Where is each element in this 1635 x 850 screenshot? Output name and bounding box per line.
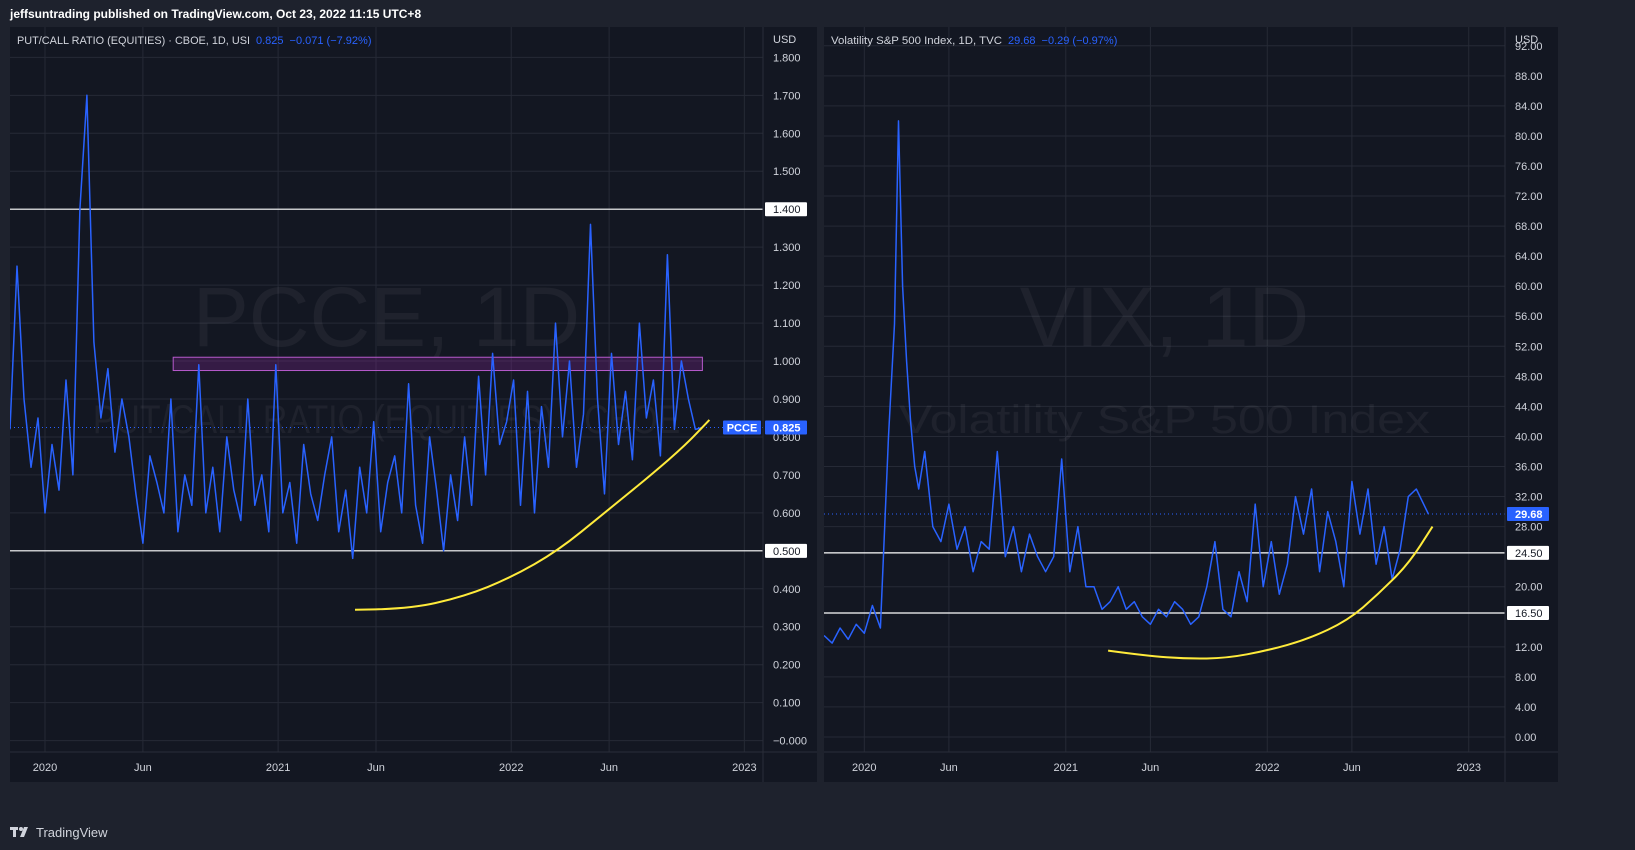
y-tick-label: −0.000 — [773, 736, 807, 748]
y-tick-label: 64.00 — [1515, 251, 1543, 263]
currency-label: USD — [773, 34, 796, 46]
x-tick-label: 2023 — [732, 762, 756, 774]
chart-legend[interactable]: PUT/CALL RATIO (EQUITIES) · CBOE, 1D, US… — [17, 35, 371, 47]
y-tick-label: 88.00 — [1515, 71, 1543, 83]
trend-curve — [1107, 526, 1434, 660]
x-tick-label: 2020 — [852, 762, 876, 774]
legend-last-value: 0.825 — [256, 35, 284, 47]
y-tick-label: 48.00 — [1515, 371, 1543, 383]
y-tick-label: 0.100 — [773, 698, 801, 710]
watermark-name: PUT/CALL RATIO (EQUITIES) · CBOE — [93, 398, 680, 442]
y-tick-label: 1.700 — [773, 90, 801, 102]
y-tick-label: 1.200 — [773, 280, 801, 292]
y-tick-label: 36.00 — [1515, 462, 1543, 474]
y-tick-label: 0.200 — [773, 660, 801, 672]
y-tick-label: 40.00 — [1515, 431, 1543, 443]
symbol-tag-label: PCCE — [727, 422, 758, 434]
y-tick-label: 1.100 — [773, 318, 801, 330]
x-tick-label: Jun — [367, 762, 385, 774]
chart-background — [10, 27, 817, 782]
y-tick-label: 0.700 — [773, 470, 801, 482]
y-tick-label: 20.00 — [1515, 582, 1543, 594]
price-scale — [1505, 27, 1558, 782]
legend-change: −0.071 (−7.92%) — [290, 35, 372, 47]
y-tick-label: 84.00 — [1515, 101, 1543, 113]
tradingview-brand[interactable]: TradingView — [10, 822, 108, 842]
y-tick-label: 68.00 — [1515, 221, 1543, 233]
publisher-header: jeffsuntrading published on TradingView.… — [10, 7, 422, 21]
legend-change: −0.29 (−0.97%) — [1042, 35, 1118, 47]
y-tick-label: 1.500 — [773, 166, 801, 178]
x-tick-label: Jun — [1142, 762, 1160, 774]
y-tick-label: 0.800 — [773, 432, 801, 444]
y-tick-label: 4.00 — [1515, 702, 1536, 714]
x-tick-label: 2020 — [33, 762, 57, 774]
y-tick-label: 0.900 — [773, 394, 801, 406]
x-tick-label: 2022 — [1255, 762, 1279, 774]
price-scale — [763, 27, 817, 782]
y-tick-label: 1.000 — [773, 356, 801, 368]
last-price-tag — [765, 420, 807, 435]
last-price-tag — [1507, 506, 1549, 521]
y-tick-label: 1.600 — [773, 128, 801, 140]
chart-title: Volatility S&P 500 Index, 1D, TVC — [831, 35, 1002, 47]
pcce-chart[interactable]: PCCE, 1D PUT/CALL RATIO (EQUITIES) · CBOE… — [10, 27, 817, 782]
x-tick-label: Jun — [134, 762, 152, 774]
series-line — [824, 120, 1430, 644]
y-tick-label: 12.00 — [1515, 642, 1543, 654]
y-tick-label: 52.00 — [1515, 341, 1543, 353]
last-price-label: 0.825 — [773, 422, 801, 434]
tradingview-logo-icon — [10, 827, 28, 837]
y-tick-label: 0.300 — [773, 622, 801, 634]
symbol-tag — [723, 420, 761, 435]
x-tick-label: 2021 — [1054, 762, 1078, 774]
y-tick-label: 0.00 — [1515, 732, 1536, 744]
series-line — [10, 94, 703, 560]
watermark-name: Volatility S&P 500 Index — [899, 398, 1430, 442]
trend-curve — [354, 419, 711, 611]
y-tick-label: 92.00 — [1515, 41, 1543, 53]
last-price-label: 29.68 — [1515, 509, 1543, 521]
y-tick-label: 76.00 — [1515, 161, 1543, 173]
y-tick-label: 0.600 — [773, 508, 801, 520]
y-tick-label: 28.00 — [1515, 522, 1543, 534]
watermark-symbol: PCCE, 1D — [193, 270, 580, 364]
level-tag-label: 1.400 — [773, 204, 801, 216]
x-tick-label: Jun — [1343, 762, 1361, 774]
chart-title: PUT/CALL RATIO (EQUITIES) · CBOE, 1D, US… — [17, 35, 250, 47]
resistance-zone — [172, 356, 703, 372]
y-tick-label: 44.00 — [1515, 401, 1543, 413]
tradingview-brand-label: TradingView — [36, 824, 108, 840]
y-tick-label: 8.00 — [1515, 672, 1536, 684]
watermark-symbol: VIX, 1D — [1020, 270, 1309, 364]
level-tag-label: 16.50 — [1515, 608, 1543, 620]
y-tick-label: 60.00 — [1515, 281, 1543, 293]
y-tick-label: 1.300 — [773, 242, 801, 254]
level-tag — [765, 543, 807, 558]
x-tick-label: Jun — [940, 762, 958, 774]
x-tick-label: 2022 — [499, 762, 523, 774]
currency-label: USD — [1515, 34, 1538, 46]
x-tick-label: 2021 — [266, 762, 290, 774]
legend-last-value: 29.68 — [1008, 35, 1036, 47]
chart-background — [824, 27, 1558, 782]
x-tick-label: 2023 — [1456, 762, 1480, 774]
y-tick-label: 56.00 — [1515, 311, 1543, 323]
y-tick-label: 80.00 — [1515, 131, 1543, 143]
level-tag-label: 24.50 — [1515, 548, 1543, 560]
level-tag — [765, 202, 807, 217]
y-tick-label: 1.800 — [773, 52, 801, 64]
chart-legend[interactable]: Volatility S&P 500 Index, 1D, TVC 29.68 −0… — [831, 35, 1117, 47]
level-tag — [1507, 606, 1549, 621]
level-tag-label: 0.500 — [773, 546, 801, 558]
y-tick-label: 72.00 — [1515, 191, 1543, 203]
y-tick-label: 0.400 — [773, 584, 801, 596]
level-tag — [1507, 545, 1549, 560]
y-tick-label: 32.00 — [1515, 492, 1543, 504]
x-tick-label: Jun — [600, 762, 618, 774]
